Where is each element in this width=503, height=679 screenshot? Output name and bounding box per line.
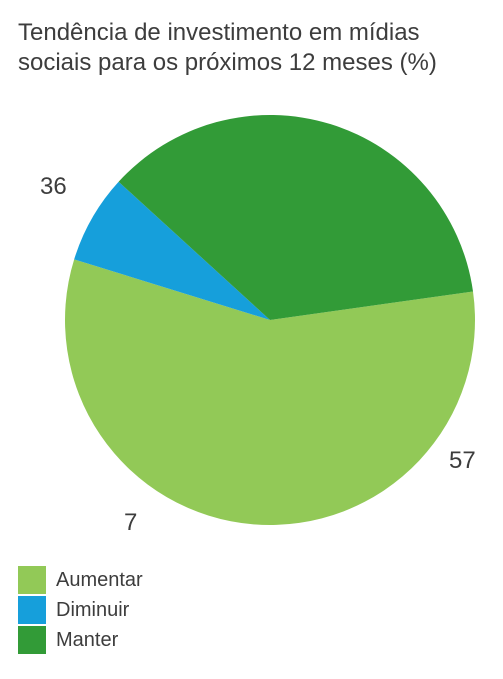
legend: Aumentar Diminuir Manter bbox=[18, 565, 143, 655]
legend-swatch-manter bbox=[18, 626, 46, 654]
page-root: Tendência de investimento em mídias soci… bbox=[0, 0, 503, 679]
value-label-manter: 36 bbox=[40, 173, 67, 201]
value-label-diminuir: 7 bbox=[124, 509, 137, 537]
pie-chart: 57 7 36 bbox=[0, 95, 503, 535]
legend-item-aumentar: Aumentar bbox=[18, 565, 143, 595]
chart-title: Tendência de investimento em mídias soci… bbox=[18, 18, 485, 78]
pie-chart-svg bbox=[0, 95, 503, 535]
legend-swatch-diminuir bbox=[18, 596, 46, 624]
legend-label-diminuir: Diminuir bbox=[56, 599, 129, 622]
legend-swatch-aumentar bbox=[18, 566, 46, 594]
legend-label-manter: Manter bbox=[56, 629, 118, 652]
legend-item-manter: Manter bbox=[18, 625, 143, 655]
value-label-aumentar: 57 bbox=[449, 447, 476, 475]
legend-label-aumentar: Aumentar bbox=[56, 569, 143, 592]
legend-item-diminuir: Diminuir bbox=[18, 595, 143, 625]
